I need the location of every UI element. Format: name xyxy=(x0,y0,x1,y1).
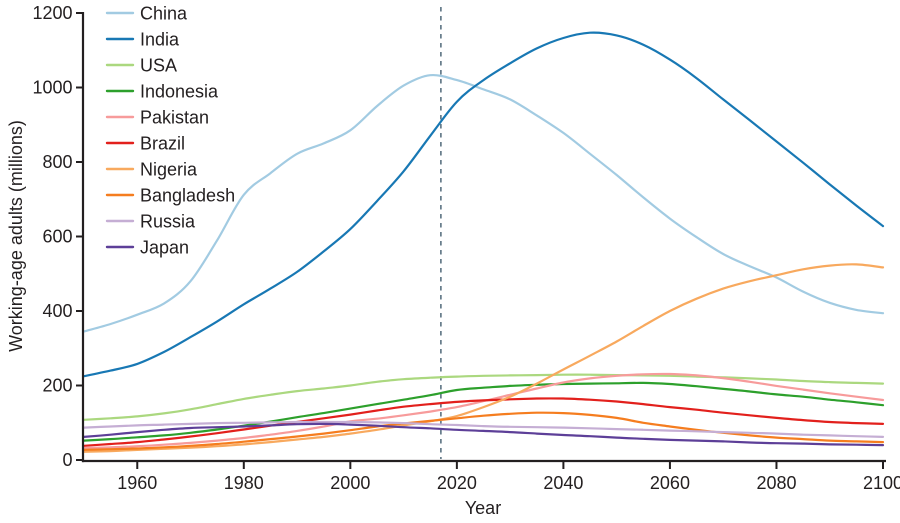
series-line-india xyxy=(82,31,885,378)
x-tick-label: 1960 xyxy=(117,473,157,493)
y-tick-label: 600 xyxy=(42,227,72,247)
legend-label-china: China xyxy=(140,4,188,24)
legend-label-pakistan: Pakistan xyxy=(140,108,209,128)
legend-label-usa: USA xyxy=(140,56,177,76)
x-tick-label: 2020 xyxy=(437,473,477,493)
x-tick-label: 2080 xyxy=(756,473,796,493)
series-line-indonesia xyxy=(82,381,885,442)
legend-label-brazil: Brazil xyxy=(140,134,185,154)
y-tick-label: 0 xyxy=(62,450,72,470)
series-line-russia xyxy=(82,420,885,438)
x-tick-label: 2000 xyxy=(330,473,370,493)
series-line-japan xyxy=(82,422,885,447)
legend-label-nigeria: Nigeria xyxy=(140,160,198,180)
legend-label-russia: Russia xyxy=(140,212,196,232)
series-line-brazil xyxy=(82,397,885,447)
x-tick-label: 2040 xyxy=(543,473,583,493)
legend-label-india: India xyxy=(140,30,180,50)
x-tick-label: 2060 xyxy=(650,473,690,493)
y-tick-label: 1200 xyxy=(32,3,72,23)
legend-label-bangladesh: Bangladesh xyxy=(140,186,235,206)
series-line-china xyxy=(82,73,885,333)
series-line-nigeria xyxy=(82,263,885,453)
series-line-bangladesh xyxy=(82,411,885,451)
legend-label-indonesia: Indonesia xyxy=(140,82,219,102)
x-tick-label: 1980 xyxy=(224,473,264,493)
x-tick-label: 2100 xyxy=(863,473,900,493)
y-tick-label: 1000 xyxy=(32,78,72,98)
plot-area: 0 200 400 600 800 1000 1200 1960 1980 2000 2020 204… xyxy=(32,3,900,493)
y-tick-label: 800 xyxy=(42,152,72,172)
series-line-usa xyxy=(82,373,885,421)
y-tick-label: 200 xyxy=(42,376,72,396)
y-tick-label: 400 xyxy=(42,301,72,321)
y-axis-title: Working-age adults (millions) xyxy=(6,120,26,352)
legend-label-japan: Japan xyxy=(140,238,189,258)
x-axis-title: Year xyxy=(465,498,501,518)
